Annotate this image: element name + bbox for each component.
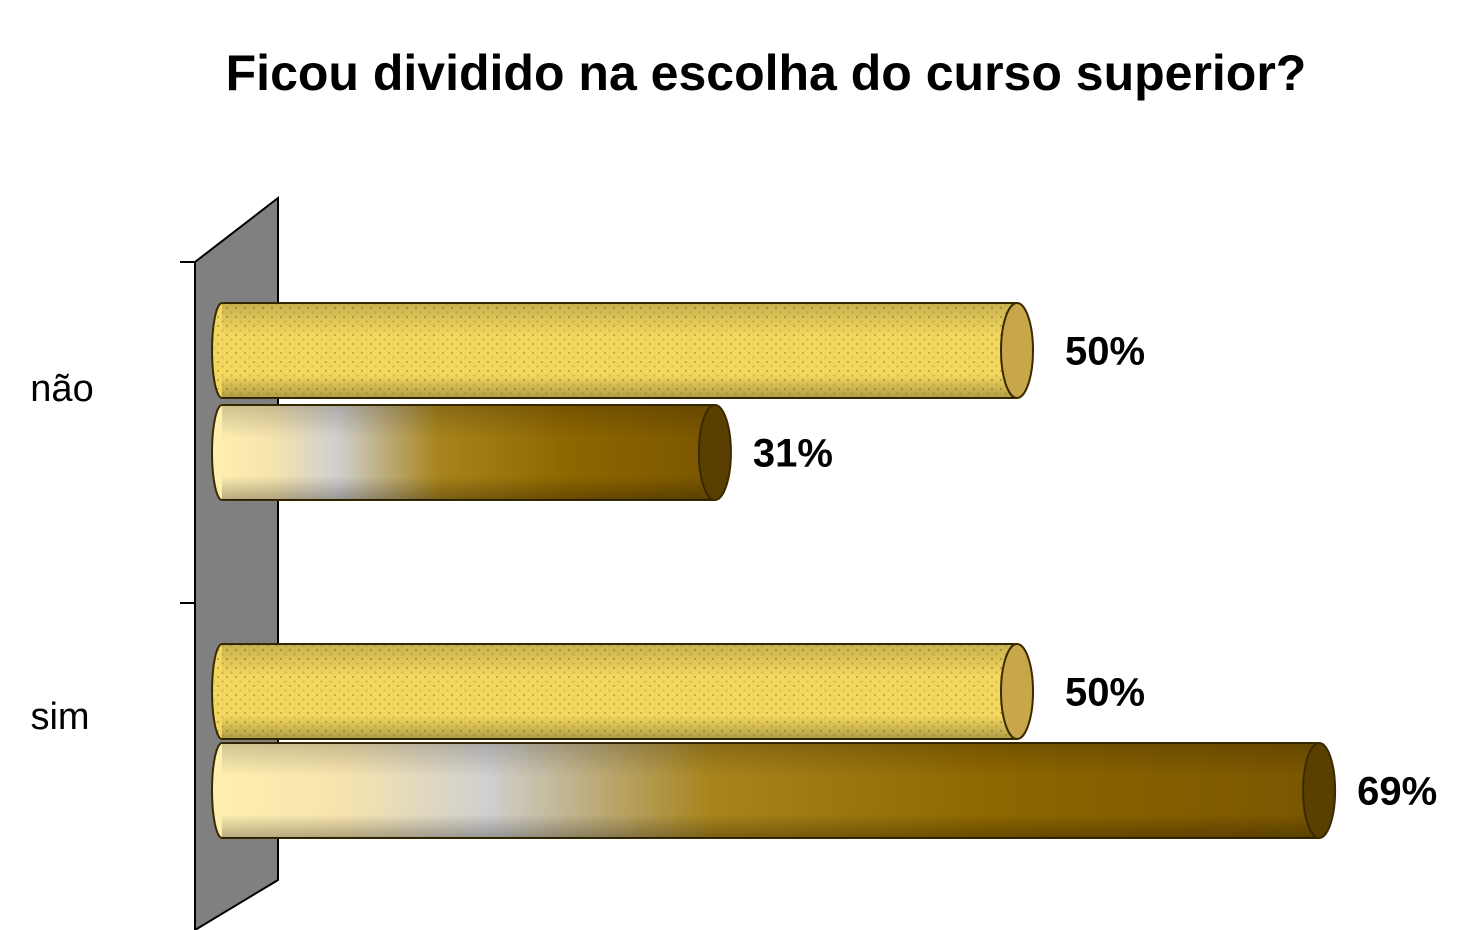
bar-nao-series-2-cap [697,404,732,501]
bar-nao-series-2-shade [222,405,715,500]
bar-nao-series-1-shade [222,303,1017,398]
bar-sim-series-2 [211,742,1337,839]
bar-sim-series-1 [211,643,1034,740]
bar-nao-series-1 [211,302,1034,399]
chart-title: Ficou dividido na escolha do curso super… [226,45,1307,101]
bar-sim-series-2-shade [222,743,1320,838]
bar-sim-series-1-shade [222,644,1017,739]
bar-sim-series-1-cap [1000,643,1034,740]
bar-sim-series-2-cap [1302,742,1337,839]
bar-nao-series-2 [211,404,732,501]
bar-sim-series-1-label: 50% [1065,671,1145,715]
bar-nao-series-1-cap [1000,302,1034,399]
bar-nao-series-2-label: 31% [753,432,833,476]
bar-nao-series-1-label: 50% [1065,330,1145,374]
category-label-sim: sim [30,696,89,738]
category-label-nao: não [30,368,93,410]
bars-group: 50% 31% 50% 69% [211,302,1437,839]
bar-sim-series-2-label: 69% [1357,770,1437,814]
